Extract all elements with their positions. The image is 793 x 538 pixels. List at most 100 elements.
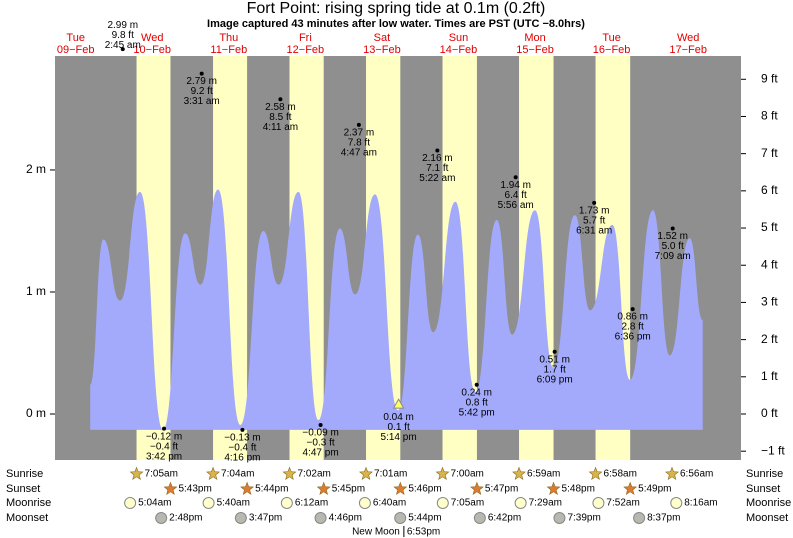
x-tick-weekday: Wed xyxy=(677,32,699,44)
almanac-time: 7:29am xyxy=(529,498,562,509)
extreme-dot xyxy=(670,226,675,231)
y2-tick-label: 1 ft xyxy=(761,369,778,383)
extreme-height-m: −0.13 m xyxy=(224,433,260,444)
almanac-time: 6:40am xyxy=(373,498,406,509)
moon-icon xyxy=(358,497,371,509)
almanac-time: 5:46pm xyxy=(408,484,441,495)
extreme-time: 3:31 am xyxy=(184,96,220,107)
almanac-time: 6:56am xyxy=(680,469,713,480)
almanac-row-label: Sunset xyxy=(6,483,40,495)
moon-icon xyxy=(394,512,407,524)
sun-icon xyxy=(282,466,297,480)
extreme-time: 2:45 am xyxy=(105,40,141,51)
sun-icon xyxy=(470,481,484,495)
extreme-height-ft: 1.7 ft xyxy=(544,364,566,375)
moon-icon xyxy=(473,512,486,524)
almanac-time: 8:16am xyxy=(684,498,717,509)
extreme-dot xyxy=(318,422,323,427)
y2-tick-label: 8 ft xyxy=(761,109,778,123)
sun-icon xyxy=(623,481,638,495)
almanac-time: 5:44pm xyxy=(408,513,441,524)
extreme-time: 4:16 pm xyxy=(224,453,260,464)
almanac-row-label: Sunset xyxy=(746,483,780,495)
x-tick-label: 09−Feb xyxy=(57,44,95,56)
extreme-height-m: 0.04 m xyxy=(383,412,414,423)
x-tick-weekday: Wed xyxy=(141,32,163,44)
almanac-time: 5:45pm xyxy=(332,484,365,495)
extreme-height-ft: −0.4 ft xyxy=(150,441,178,452)
extreme-height-ft: 5.0 ft xyxy=(662,241,684,252)
y-tick-label: 1 m xyxy=(26,284,46,298)
extreme-height-m: 0.86 m xyxy=(617,312,648,323)
extreme-time: 4:11 am xyxy=(263,122,298,133)
extreme-height-m: 2.58 m xyxy=(265,102,296,113)
chart-title: Fort Point: rising spring tide at 0.1m (… xyxy=(247,0,546,17)
moon-icon xyxy=(553,512,566,524)
almanac-time: 7:05am xyxy=(145,469,178,480)
extreme-height-m: −0.09 m xyxy=(302,428,338,439)
extreme-time: 6:09 pm xyxy=(537,374,573,385)
almanac-time: 8:37pm xyxy=(647,513,680,524)
tide-area xyxy=(90,189,703,430)
extreme-dot xyxy=(592,200,597,205)
extreme-height-ft: 8.5 ft xyxy=(269,112,291,123)
extreme-height-m: 2.37 m xyxy=(344,127,375,138)
sun-icon xyxy=(546,481,561,495)
almanac-time: 5:40am xyxy=(217,498,250,509)
y2-tick-label: 9 ft xyxy=(761,71,778,85)
almanac-row-label: Moonrise xyxy=(6,497,51,509)
x-tick-weekday: Tue xyxy=(66,32,85,44)
moon-icon xyxy=(633,512,646,524)
x-tick-label: 11−Feb xyxy=(210,44,247,56)
extreme-time: 6:36 pm xyxy=(615,332,651,343)
y2-tick-label: 7 ft xyxy=(761,146,778,160)
y2-tick-label: 4 ft xyxy=(761,257,778,271)
y2-tick-label: 3 ft xyxy=(761,295,778,309)
extreme-height-m: 1.94 m xyxy=(500,180,531,191)
almanac-time: 5:47pm xyxy=(485,484,518,495)
y2-tick-label: 6 ft xyxy=(761,183,778,197)
extreme-height-m: 0.24 m xyxy=(461,387,492,398)
extreme-height-m: 1.73 m xyxy=(579,206,610,217)
extreme-dot xyxy=(435,148,440,153)
almanac-time: 5:48pm xyxy=(562,484,595,495)
x-tick-weekday: Tue xyxy=(602,32,621,44)
sun-icon xyxy=(359,466,373,480)
almanac-time: 7:05am xyxy=(451,498,484,509)
y2-tick-label: 5 ft xyxy=(761,220,778,234)
moon-icon xyxy=(314,512,327,524)
almanac-time: 4:46pm xyxy=(329,513,362,524)
extreme-dot xyxy=(120,47,125,52)
almanac-time: 2:48pm xyxy=(169,513,202,524)
moon-icon xyxy=(234,512,247,524)
x-tick-label: 12−Feb xyxy=(287,44,325,56)
extreme-height-ft: 6.4 ft xyxy=(505,190,527,201)
extreme-height-m: 2.99 m xyxy=(107,20,138,31)
x-tick-label: 14−Feb xyxy=(440,44,478,56)
moon-icon xyxy=(202,497,215,509)
sun-icon xyxy=(435,466,450,480)
moon-icon xyxy=(592,497,605,509)
moon-icon xyxy=(514,497,527,509)
extreme-dot xyxy=(552,349,557,354)
moon-phase-label: New Moon xyxy=(352,527,400,538)
extreme-height-ft: −0.4 ft xyxy=(228,443,256,454)
moon-icon xyxy=(670,497,683,509)
almanac-time: 7:04am xyxy=(221,469,254,480)
extreme-dot xyxy=(356,122,361,127)
x-tick-label: 13−Feb xyxy=(363,44,401,56)
extreme-height-ft: 9.2 ft xyxy=(191,86,213,97)
almanac-time: 6:12am xyxy=(295,498,328,509)
sun-icon xyxy=(665,466,679,480)
x-tick-label: 15−Feb xyxy=(516,44,554,56)
extreme-dot xyxy=(162,426,167,431)
extreme-height-ft: 2.8 ft xyxy=(622,322,644,333)
almanac-time: 7:02am xyxy=(298,469,331,480)
x-tick-weekday: Sun xyxy=(449,32,469,44)
extreme-time: 4:47 pm xyxy=(303,448,339,459)
extreme-dot xyxy=(278,97,283,102)
almanac-time: 7:52am xyxy=(606,498,639,509)
extreme-height-m: 2.79 m xyxy=(186,76,217,87)
sun-icon xyxy=(163,481,178,495)
extreme-height-ft: 0.1 ft xyxy=(387,422,409,433)
